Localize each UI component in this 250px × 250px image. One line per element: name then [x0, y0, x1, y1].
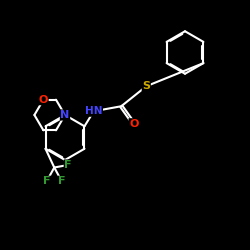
Text: O: O: [39, 95, 48, 105]
Text: F: F: [58, 176, 66, 186]
Text: S: S: [142, 81, 150, 91]
Text: F: F: [43, 176, 51, 186]
Text: F: F: [64, 160, 72, 170]
Text: N: N: [60, 110, 70, 120]
Text: HN: HN: [85, 106, 102, 116]
Text: O: O: [129, 119, 138, 129]
